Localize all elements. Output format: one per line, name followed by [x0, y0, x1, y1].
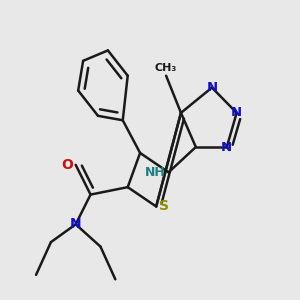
Text: N: N	[221, 140, 232, 154]
Text: N: N	[70, 217, 82, 231]
Text: N: N	[206, 81, 218, 94]
Text: S: S	[159, 200, 169, 214]
Text: N: N	[231, 106, 242, 119]
Text: NH: NH	[145, 166, 166, 179]
Text: O: O	[61, 158, 73, 172]
Text: CH₃: CH₃	[155, 63, 177, 73]
